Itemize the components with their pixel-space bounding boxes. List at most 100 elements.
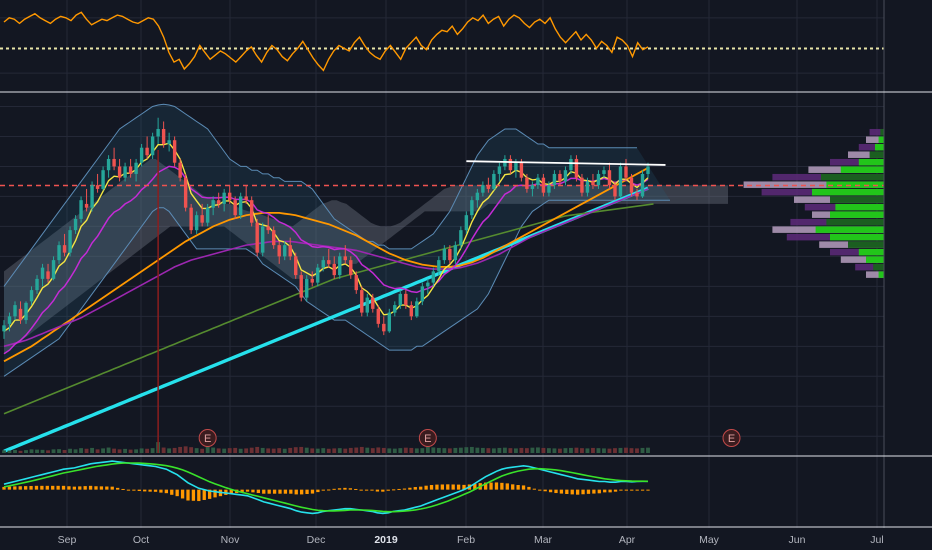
candle-body-30: [167, 140, 171, 144]
candle-body-25: [139, 147, 144, 163]
candle-body-19: [106, 158, 111, 171]
macd-pane[interactable]: [2, 460, 650, 515]
bollinger-lower-band: [3, 199, 670, 377]
macd-hist-bar-12: [67, 486, 71, 490]
volume-bar-25: [139, 448, 144, 453]
macd-hist-bar-21: [115, 487, 120, 490]
earnings-text-1: E: [424, 433, 431, 445]
macd-hist-bar-31: [170, 489, 174, 495]
volume-bar-65: [359, 446, 364, 453]
volume-bar-49: [271, 448, 276, 453]
candle-body-46: [255, 222, 259, 253]
vp-bar-up-19: [878, 271, 884, 278]
macd-hist-bar-33: [180, 489, 185, 499]
candle-body-95: [525, 177, 529, 189]
rsi-pane[interactable]: [0, 11, 884, 72]
volume-bar-88: [486, 448, 491, 453]
macd-hist-bar-82: [446, 484, 450, 490]
macd-hist-bar-14: [78, 486, 82, 490]
candle-body-61: [338, 256, 342, 276]
earnings-circle-0: [198, 429, 217, 447]
ma-green-line: [3, 203, 654, 415]
time-label-1: Oct: [133, 534, 149, 546]
vp-bar-up-7: [826, 181, 884, 188]
macd-hist-bar-69: [375, 489, 380, 492]
candle-body-77: [426, 282, 430, 287]
vp-bar-up-2: [875, 143, 884, 151]
candle-body-20: [112, 158, 116, 167]
vp-bar-total-2: [858, 143, 884, 151]
volume-bar-59: [326, 448, 331, 453]
volume-bar-22: [123, 448, 128, 453]
earnings-marker-0[interactable]: E: [198, 429, 217, 447]
volume-bar-109: [602, 448, 606, 453]
vp-bar-up-5: [840, 166, 884, 173]
volume-bar-72: [398, 448, 403, 453]
macd-hist-bar-73: [397, 488, 401, 490]
volume-bar-108: [596, 448, 601, 453]
macd-hist-bar-36: [197, 489, 201, 502]
candle-body-4: [24, 302, 28, 321]
candle-body-54: [299, 275, 303, 298]
vp-bar-up-4: [858, 158, 884, 166]
candle-body-107: [591, 181, 595, 186]
volume-bar-63: [348, 447, 353, 453]
volume-bar-103: [569, 447, 573, 453]
candle-body-6: [35, 278, 39, 291]
volume-bar-32: [178, 446, 183, 453]
candle-body-94: [519, 162, 524, 178]
price-axis[interactable]: 80.000040.0000 96.0092.0088.0084.0080.00…: [883, 0, 932, 550]
macd-hist-bar-108: [586, 489, 591, 494]
candle-body-98: [541, 177, 546, 193]
candle-body-56: [310, 278, 314, 283]
volume-bar-73: [403, 447, 408, 453]
volume-bar-61: [337, 448, 342, 453]
volume-bar-102: [563, 448, 568, 453]
time-axis[interactable]: Sep Oct Nov Dec 2019 Feb Mar Apr May Jun Jul: [0, 528, 932, 550]
candle-body-37: [205, 207, 210, 223]
volume-bar-17: [95, 449, 100, 453]
macd-hist-bar-66: [359, 489, 363, 491]
candle-body-44: [244, 196, 248, 201]
macd-hist-bar-98: [532, 488, 537, 490]
candle-body-53: [294, 256, 298, 276]
candle-body-99: [547, 185, 551, 193]
candle-body-3: [18, 308, 23, 321]
macd-hist-bar-51: [278, 489, 282, 494]
volume-bar-26: [145, 448, 150, 453]
volume-bar-19: [106, 447, 111, 453]
ichimoku-cloud: [4, 159, 728, 354]
pane-separators[interactable]: [0, 91, 932, 528]
candle-body-52: [288, 245, 292, 257]
volume-bar-13: [73, 449, 78, 453]
vp-bar-up-9: [830, 196, 884, 203]
macd-hist-bar-68: [370, 489, 374, 491]
earnings-circle-2: [722, 429, 741, 447]
macd-hist-bar-94: [511, 484, 515, 490]
candle-body-0: [2, 325, 6, 332]
candle-body-60: [332, 263, 336, 276]
macd-hist-bar-95: [516, 485, 520, 490]
volume-bar-67: [370, 448, 375, 453]
volume-bar-29: [161, 447, 166, 453]
candle-body-23: [128, 166, 133, 174]
earnings-marker-2[interactable]: E: [722, 429, 741, 447]
candle-body-102: [563, 170, 568, 182]
candle-body-62: [343, 256, 347, 261]
macd-hist-bar-70: [381, 489, 385, 492]
volume-bar-90: [497, 447, 502, 453]
macd-histogram: [2, 482, 650, 502]
candle-body-48: [266, 226, 270, 231]
volume-bar-3: [18, 450, 23, 453]
ma-orange-line: [3, 167, 649, 363]
candle-body-50: [277, 245, 281, 257]
macd-hist-bar-6: [34, 485, 39, 490]
candle-body-63: [349, 260, 353, 276]
macd-hist-bar-59: [321, 489, 325, 491]
earnings-marker-1[interactable]: E: [418, 429, 437, 447]
macd-hist-bar-47: [256, 489, 261, 494]
resistance-trendline[interactable]: [466, 160, 666, 166]
